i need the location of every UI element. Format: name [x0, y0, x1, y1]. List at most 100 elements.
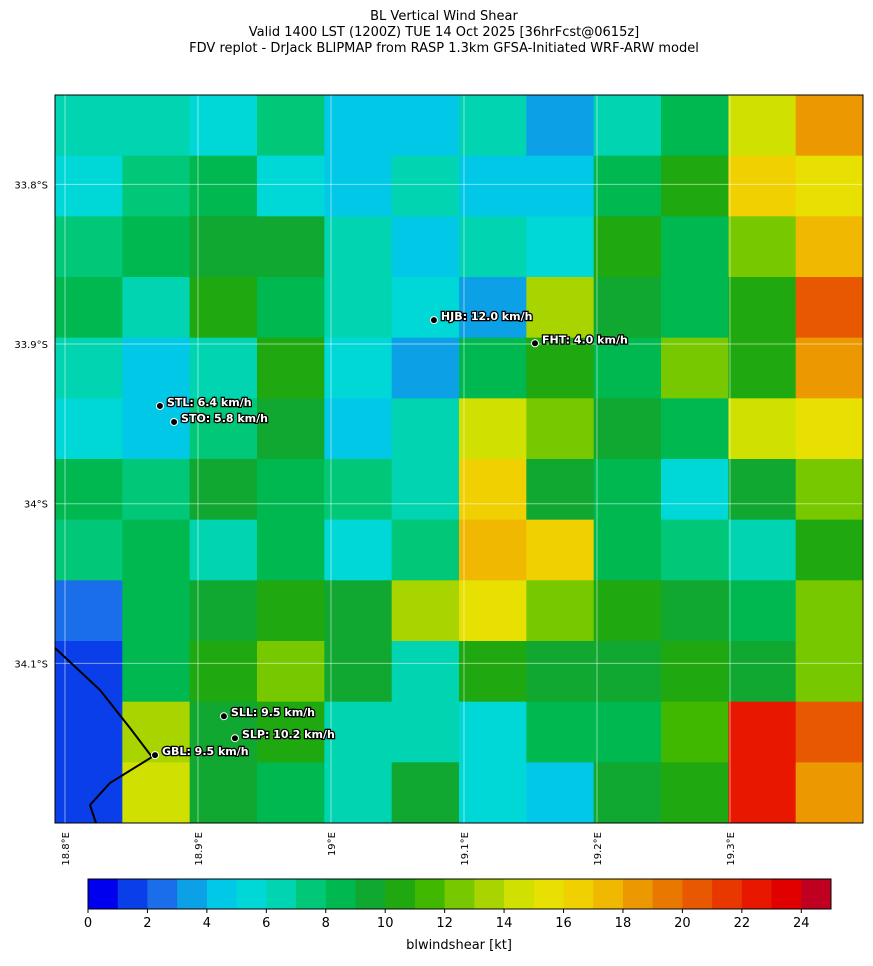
title: BL Vertical Wind Shear [370, 9, 518, 24]
colorbar-swatch [533, 879, 564, 909]
station-label: STO: 5.8 km/h [181, 412, 268, 425]
shear-cell [391, 155, 460, 217]
station-label: SLP: 10.2 km/h [242, 728, 335, 741]
shear-cell [189, 155, 258, 217]
shear-cell [795, 398, 864, 460]
shear-cell [459, 519, 527, 581]
colorbar-swatch [771, 879, 802, 909]
colorbar-tick-label: 6 [262, 916, 270, 931]
lat-tick-label: 34°S [24, 500, 48, 511]
shear-cell [728, 519, 797, 581]
shear-cell [257, 701, 325, 763]
shear-cell [391, 701, 460, 763]
shear-cell [122, 95, 191, 157]
shear-cell [391, 95, 460, 157]
shear-cell [661, 459, 729, 521]
shear-cell [55, 216, 123, 278]
title: Valid 1400 LST (1200Z) TUE 14 Oct 2025 [… [249, 25, 639, 40]
shear-cell [526, 216, 595, 278]
colorbar-swatch [741, 879, 772, 909]
shear-cell [391, 459, 460, 521]
shear-cell [661, 95, 729, 157]
colorbar-swatch [622, 879, 654, 909]
colorbar-swatch [236, 879, 267, 909]
lat-tick-label: 33.8°S [14, 180, 48, 191]
shear-cell [795, 762, 864, 824]
shear-cell [391, 277, 460, 339]
lon-tick-label: 18.9°E [194, 832, 205, 866]
shear-cell [324, 95, 393, 157]
colorbar-swatch [88, 879, 119, 909]
shear-cell [122, 398, 191, 460]
shear-cell [324, 762, 393, 824]
colorbar-label: blwindshear [kt] [406, 938, 512, 953]
colorbar-swatch [206, 879, 237, 909]
colorbar-swatch [296, 879, 327, 909]
colorbar-swatch [355, 879, 386, 909]
shear-cell [189, 277, 258, 339]
shear-cell [593, 398, 662, 460]
shear-cell [257, 580, 325, 642]
shear-cell [795, 701, 864, 763]
colorbar-tick-label: 0 [84, 916, 92, 931]
shear-cell [257, 155, 325, 217]
colorbar-tick-label: 24 [793, 916, 810, 931]
colorbar-swatch [474, 879, 505, 909]
station-marker [170, 417, 179, 426]
colorbar-swatch [177, 879, 208, 909]
station-label: SLL: 9.5 km/h [231, 706, 315, 719]
shear-cell [391, 398, 460, 460]
shear-cell [795, 95, 864, 157]
shear-cell [55, 580, 123, 642]
colorbar-swatch [325, 879, 356, 909]
lon-tick-label: 19.3°E [726, 832, 737, 866]
shear-cell [257, 216, 325, 278]
shear-cell [122, 580, 191, 642]
shear-cell [324, 337, 393, 399]
shear-cell [593, 216, 662, 278]
lon-tick-label: 19.2°E [593, 832, 604, 866]
shear-cell [593, 459, 662, 521]
shear-cell [526, 398, 595, 460]
shear-cell [122, 337, 191, 399]
colorbar-tick-label: 14 [496, 916, 513, 931]
shear-cell [459, 277, 527, 339]
shear-cell [526, 459, 595, 521]
shear-cell [391, 641, 460, 703]
lon-tick-label: 19°E [327, 832, 338, 856]
shear-cell [728, 216, 797, 278]
colorbar-tick-label: 4 [203, 916, 211, 931]
shear-cell [593, 762, 662, 824]
shear-cell [55, 95, 123, 157]
shear-cell [55, 762, 123, 824]
shear-cell [391, 580, 460, 642]
shear-cell [661, 641, 729, 703]
shear-cell [257, 762, 325, 824]
shear-cell [55, 701, 123, 763]
shear-cell [189, 519, 258, 581]
colorbar-tick-label: 12 [436, 916, 453, 931]
shear-cell [55, 277, 123, 339]
station-label: HJB: 12.0 km/h [441, 310, 533, 323]
shear-cell [122, 519, 191, 581]
station-marker [230, 734, 239, 743]
shear-cell [526, 155, 595, 217]
shear-cell [55, 641, 123, 703]
station-marker [531, 339, 540, 348]
shear-cell [55, 155, 123, 217]
shear-cell [189, 216, 258, 278]
shear-cell [526, 641, 595, 703]
shear-cell [122, 459, 191, 521]
shear-cell [189, 580, 258, 642]
shear-cell [795, 459, 864, 521]
shear-cell [593, 95, 662, 157]
shear-cell [593, 701, 662, 763]
shear-cell [459, 155, 527, 217]
shear-cell [728, 701, 797, 763]
shear-cell [189, 701, 258, 763]
shear-cell [661, 580, 729, 642]
shear-cell [55, 337, 123, 399]
shear-cell [661, 155, 729, 217]
shear-cell [661, 216, 729, 278]
